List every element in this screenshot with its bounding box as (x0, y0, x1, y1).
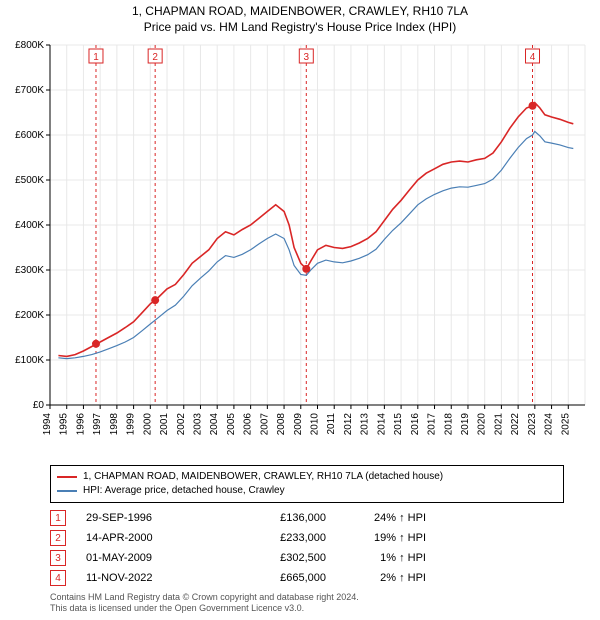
y-tick-label: £500K (15, 175, 44, 186)
marker-row-date: 14-APR-2000 (86, 532, 226, 544)
y-tick-label: £400K (15, 220, 44, 231)
legend: 1, CHAPMAN ROAD, MAIDENBOWER, CRAWLEY, R… (50, 465, 564, 503)
legend-row: HPI: Average price, detached house, Craw… (57, 484, 557, 498)
legend-label: 1, CHAPMAN ROAD, MAIDENBOWER, CRAWLEY, R… (83, 470, 443, 484)
x-tick-label: 2024 (544, 413, 555, 436)
marker-row-number-box: 1 (50, 510, 66, 526)
marker-row-pct: 24% ↑ HPI (326, 512, 426, 524)
marker-row-price: £136,000 (226, 512, 326, 524)
marker-row-price: £233,000 (226, 532, 326, 544)
chart-titles: 1, CHAPMAN ROAD, MAIDENBOWER, CRAWLEY, R… (0, 0, 600, 34)
x-tick-label: 2008 (276, 413, 287, 436)
y-tick-label: £0 (33, 400, 45, 411)
x-tick-label: 1997 (92, 413, 103, 436)
x-tick-label: 1996 (75, 413, 86, 436)
x-tick-label: 2017 (427, 413, 438, 436)
marker-row-price: £302,500 (226, 552, 326, 564)
x-tick-label: 2007 (259, 413, 270, 436)
marker-point-4 (529, 102, 537, 110)
x-tick-label: 2006 (243, 413, 254, 436)
marker-row-date: 01-MAY-2009 (86, 552, 226, 564)
marker-row-number-box: 3 (50, 550, 66, 566)
x-tick-label: 2022 (510, 413, 521, 436)
footer-attribution: Contains HM Land Registry data © Crown c… (50, 592, 550, 614)
x-tick-label: 2009 (293, 413, 304, 436)
marker-row-pct: 2% ↑ HPI (326, 572, 426, 584)
y-tick-label: £200K (15, 310, 44, 321)
footer-line-2: This data is licensed under the Open Gov… (50, 603, 550, 614)
x-tick-label: 2011 (326, 413, 337, 435)
series-hpi (58, 131, 573, 358)
title-line-1: 1, CHAPMAN ROAD, MAIDENBOWER, CRAWLEY, R… (0, 4, 600, 18)
x-tick-label: 2015 (393, 413, 404, 436)
x-tick-label: 2021 (493, 413, 504, 436)
x-tick-label: 2000 (142, 413, 153, 436)
x-tick-label: 2002 (176, 413, 187, 436)
x-tick-label: 2018 (443, 413, 454, 436)
x-tick-label: 1994 (42, 413, 53, 436)
marker-row-pct: 19% ↑ HPI (326, 532, 426, 544)
marker-point-2 (151, 296, 159, 304)
legend-swatch (57, 476, 77, 478)
marker-row-pct: 1% ↑ HPI (326, 552, 426, 564)
y-tick-label: £100K (15, 355, 44, 366)
x-tick-label: 2014 (376, 413, 387, 436)
marker-label-text-1: 1 (93, 52, 99, 63)
x-tick-label: 2013 (360, 413, 371, 436)
marker-label-text-3: 3 (304, 52, 310, 63)
x-tick-label: 2010 (310, 413, 321, 436)
marker-point-3 (302, 265, 310, 273)
marker-row-price: £665,000 (226, 572, 326, 584)
marker-row-date: 11-NOV-2022 (86, 572, 226, 584)
legend-swatch (57, 490, 77, 492)
x-tick-label: 2025 (560, 413, 571, 436)
marker-row: 2 14-APR-2000£233,00019% ↑ HPI (50, 528, 550, 548)
chart-svg: 1 2 3 4 £0 £100K £200K £300K £400K £500K £600K £700… (0, 40, 600, 460)
x-tick-label: 2001 (159, 413, 170, 436)
legend-label: HPI: Average price, detached house, Craw… (83, 484, 285, 498)
x-tick-label: 2020 (477, 413, 488, 436)
marker-row: 4 11-NOV-2022£665,0002% ↑ HPI (50, 568, 550, 588)
marker-row-date: 29-SEP-1996 (86, 512, 226, 524)
x-tick-label: 2019 (460, 413, 471, 436)
series-price_paid (58, 103, 573, 357)
y-tick-label: £300K (15, 265, 44, 276)
marker-label-text-2: 2 (152, 52, 158, 63)
y-tick-label: £800K (15, 40, 44, 51)
marker-row-number-box: 4 (50, 570, 66, 586)
x-tick-label: 2004 (209, 413, 220, 436)
markers-table: 1 29-SEP-1996£136,00024% ↑ HPI 2 14-APR-200… (50, 508, 550, 588)
x-tick-label: 1995 (59, 413, 70, 436)
marker-row: 3 01-MAY-2009£302,5001% ↑ HPI (50, 548, 550, 568)
marker-label-text-4: 4 (530, 52, 536, 63)
marker-row-number-box: 2 (50, 530, 66, 546)
x-tick-label: 2003 (192, 413, 203, 436)
x-tick-label: 2012 (343, 413, 354, 436)
title-line-2: Price paid vs. HM Land Registry's House … (0, 20, 600, 34)
chart-area: 1 2 3 4 £0 £100K £200K £300K £400K £500K £600K £700… (0, 40, 600, 460)
y-tick-label: £700K (15, 85, 44, 96)
x-tick-label: 2023 (527, 413, 538, 436)
x-tick-label: 1999 (126, 413, 137, 436)
footer-line-1: Contains HM Land Registry data © Crown c… (50, 592, 550, 603)
x-tick-label: 2005 (226, 413, 237, 436)
y-tick-label: £600K (15, 130, 44, 141)
x-tick-label: 2016 (410, 413, 421, 436)
legend-row: 1, CHAPMAN ROAD, MAIDENBOWER, CRAWLEY, R… (57, 470, 557, 484)
marker-row: 1 29-SEP-1996£136,00024% ↑ HPI (50, 508, 550, 528)
marker-point-1 (92, 340, 100, 348)
x-tick-label: 1998 (109, 413, 120, 436)
